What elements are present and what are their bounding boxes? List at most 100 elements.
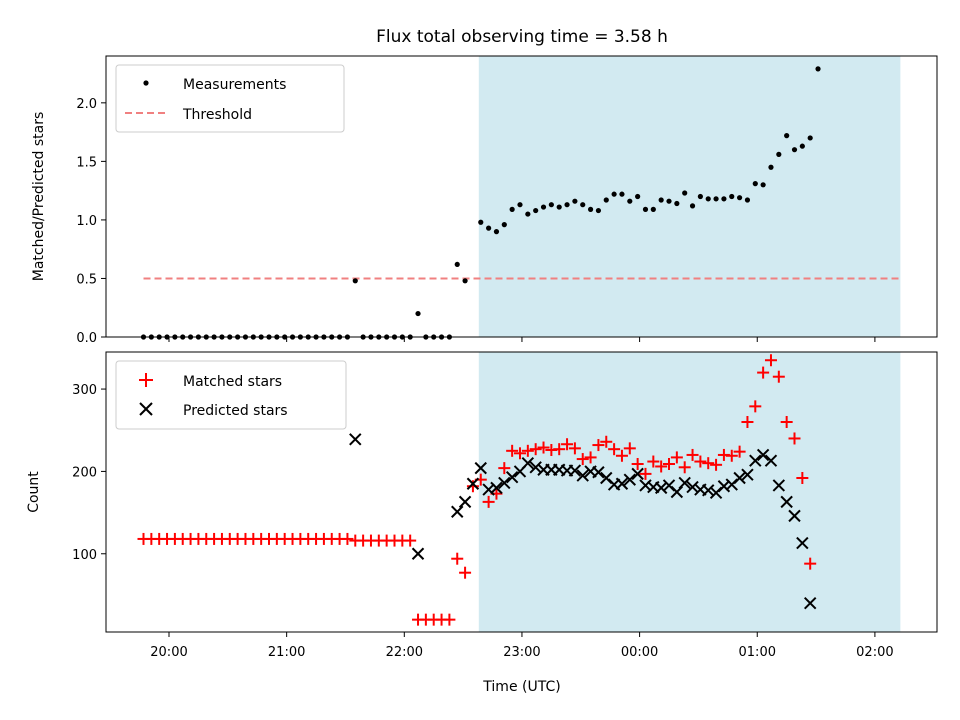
measurement-point <box>729 193 735 200</box>
measurement-point <box>454 261 460 268</box>
measurement-point <box>611 191 617 197</box>
measurement-point <box>619 191 625 197</box>
measurement-point <box>784 133 790 139</box>
measurement-point <box>642 206 649 212</box>
predicted-star-point <box>615 477 629 490</box>
matched-star-point <box>788 432 801 445</box>
x-tick-label: 22:00 <box>386 645 423 660</box>
count-points <box>137 354 817 626</box>
measurement-point <box>486 225 492 231</box>
ratio-y-ticks: 0.0 0.5 1.0 1.5 2.0 <box>76 97 106 346</box>
legend-marker-predicted <box>139 402 153 416</box>
measurement-point <box>815 66 821 72</box>
matched-star-point <box>608 443 621 456</box>
x-tick-label: 20:00 <box>150 645 187 660</box>
predicted-star-point <box>466 477 480 490</box>
predicted-star-point <box>749 454 762 467</box>
measurement-point <box>564 202 570 208</box>
predicted-star-point <box>498 476 511 490</box>
predicted-star-point <box>458 495 472 509</box>
measurement-point <box>493 229 500 235</box>
measurement-point <box>548 202 554 208</box>
matched-star-point <box>584 451 597 464</box>
measurement-point <box>478 219 484 225</box>
predicted-star-point <box>521 456 535 470</box>
matched-star-point <box>757 366 770 379</box>
matched-star-point <box>506 444 519 457</box>
predicted-star-point <box>505 470 519 484</box>
matched-star-point <box>764 354 777 367</box>
matched-star-point <box>513 447 526 460</box>
matched-star-point <box>341 532 354 545</box>
predicted-star-point <box>764 454 778 467</box>
measurement-point <box>501 222 507 228</box>
ratio-panel: 0.00.51.01.52.0 Matched/Predicted stars … <box>31 55 938 346</box>
measurement-point <box>509 206 515 212</box>
measurement-point <box>760 182 766 188</box>
y-tick-label: 100 <box>72 548 97 563</box>
matched-star-point <box>529 443 542 456</box>
matched-star-point <box>592 439 605 452</box>
measurement-point <box>682 190 688 196</box>
measurement-point <box>752 181 758 187</box>
predicted-star-point <box>411 547 425 560</box>
matched-star-point <box>655 460 668 473</box>
matched-star-point <box>623 442 636 455</box>
measurement-point <box>627 198 633 204</box>
measurement-point <box>525 211 531 217</box>
legend-label-threshold: Threshold <box>182 107 252 123</box>
predicted-star-point <box>529 461 542 474</box>
measurement-point <box>580 202 586 208</box>
measurement-point <box>556 204 562 210</box>
predicted-star-point <box>803 596 817 610</box>
matched-star-point <box>553 443 566 456</box>
predicted-star-point <box>490 481 503 495</box>
legend-marker-measurements <box>143 80 149 86</box>
y-tick-label: 0.5 <box>76 272 97 287</box>
ratio-y-axis-label: Matched/Predicted stars <box>31 112 47 282</box>
y-tick-label: 1.5 <box>76 155 97 170</box>
matched-star-point <box>772 370 785 383</box>
matched-star-point <box>663 458 676 470</box>
matched-star-point <box>521 444 534 457</box>
time-x-ticks: 20:00 21:00 22:00 23:00 00:00 01:00 02:00 <box>150 632 894 660</box>
matched-star-point <box>670 451 683 464</box>
measurement-point <box>721 196 727 202</box>
measurement-point <box>737 195 743 201</box>
count-panel-frame <box>105 351 938 633</box>
predicted-star-point <box>451 505 464 518</box>
matched-star-point <box>725 449 738 462</box>
matched-star-point <box>451 552 464 565</box>
matched-star-point <box>498 462 511 475</box>
legend-marker-matched <box>139 373 153 387</box>
x-tick-label: 23:00 <box>503 645 540 660</box>
predicted-star-point <box>678 476 691 490</box>
measurement-point <box>635 193 641 200</box>
measurement-point <box>689 203 696 209</box>
legend-label-measurements: Measurements <box>183 77 286 93</box>
matched-star-point <box>804 557 817 570</box>
measurement-point <box>807 135 813 141</box>
predicted-star-point <box>568 464 582 477</box>
predicted-star-point <box>623 473 637 486</box>
predicted-star-point <box>474 461 487 475</box>
observing-window-shade <box>478 56 901 337</box>
predicted-star-point <box>702 484 715 497</box>
predicted-star-point <box>349 433 362 446</box>
matched-star-point <box>741 416 754 428</box>
x-tick-label: 21:00 <box>268 645 305 660</box>
predicted-star-point <box>772 479 786 492</box>
matched-star-point <box>780 416 793 428</box>
matched-star-point <box>694 455 707 468</box>
y-tick-label: 2.0 <box>76 97 97 112</box>
matched-star-point <box>615 449 628 462</box>
matched-star-point <box>537 441 550 454</box>
predicted-star-point <box>654 481 668 495</box>
measurement-point <box>650 206 656 212</box>
matched-star-point <box>443 613 456 626</box>
x-tick-label: 01:00 <box>739 645 776 660</box>
matched-star-point <box>576 453 589 466</box>
measurement-point <box>533 207 539 214</box>
measurement-point <box>658 197 664 203</box>
